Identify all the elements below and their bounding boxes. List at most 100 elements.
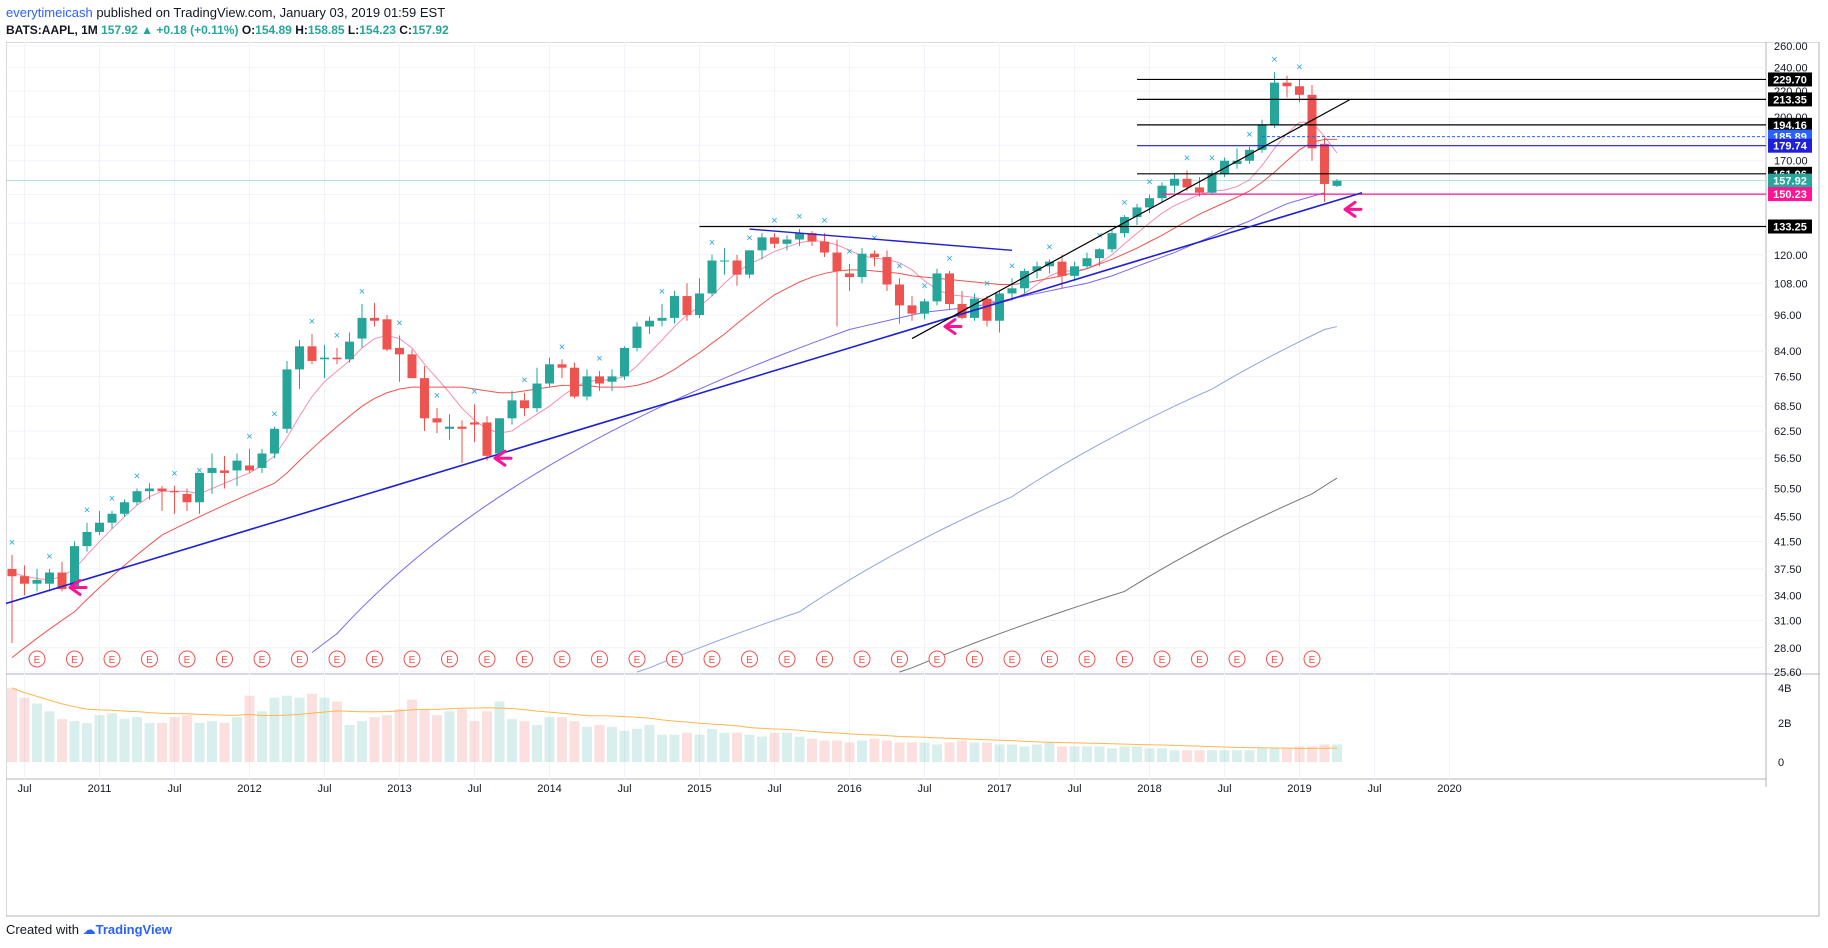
price-label-text: 194.16 <box>1773 120 1807 132</box>
candle-body <box>432 418 442 423</box>
time-tick-label: 2019 <box>1287 783 1311 795</box>
price-chart[interactable]: 260.00240.00220.00200.00180.00170.00150.… <box>5 41 1820 917</box>
earnings-marker-label: E <box>1084 655 1091 666</box>
volume-bar <box>1169 750 1180 762</box>
candle-body <box>207 467 217 473</box>
earnings-marker-icon <box>1116 650 1133 668</box>
earnings-marker-label: E <box>184 655 191 666</box>
pivot-marker-icon: × <box>771 215 777 227</box>
pivot-marker-icon: × <box>896 260 902 272</box>
earnings-marker-icon <box>103 650 121 668</box>
earnings-marker-label: E <box>559 655 566 666</box>
candle-body <box>1107 233 1117 250</box>
chart-container[interactable]: 260.00240.00220.00200.00180.00170.00150.… <box>5 41 1820 917</box>
candle-body <box>1282 82 1292 87</box>
earnings-marker-label: E <box>409 655 416 666</box>
candle-body <box>870 253 879 258</box>
volume-bar <box>144 723 155 762</box>
volume-bar <box>219 723 230 762</box>
last-price: 157.92 <box>101 23 138 37</box>
pointer-arrow-icon <box>493 449 513 467</box>
volume-bar <box>357 721 367 762</box>
earnings-marker-icon <box>403 650 421 668</box>
price-tick-label: 28.00 <box>1774 643 1802 655</box>
pivot-marker-icon: × <box>1184 152 1190 164</box>
time-tick-label: Jul <box>1217 783 1231 795</box>
candle-body <box>732 260 742 275</box>
earnings-marker-label: E <box>1196 655 1203 666</box>
earnings-marker-icon <box>591 650 608 668</box>
pivot-marker-icon: × <box>871 232 877 244</box>
open-label: O: <box>241 23 256 37</box>
volume-bar <box>69 721 80 762</box>
moving-average-line <box>636 326 1338 673</box>
volume-bar <box>844 742 855 762</box>
earnings-marker-icon <box>178 650 196 668</box>
candle-body <box>1270 82 1279 125</box>
price-label-badge <box>1768 219 1812 234</box>
price-label-text: 179.74 <box>1773 141 1808 153</box>
volume-bar <box>644 724 655 762</box>
earnings-marker-icon <box>891 650 908 668</box>
symbol-name[interactable]: BATS:AAPL, 1M <box>6 23 98 37</box>
close-label: C: <box>399 23 412 37</box>
candle-body <box>982 298 992 321</box>
pivot-marker-icon: × <box>471 386 477 398</box>
high-value: 158.85 <box>307 23 345 37</box>
candle-body <box>757 237 767 251</box>
volume-bar <box>569 721 580 762</box>
candle-body <box>520 400 529 409</box>
pivot-marker-icon: × <box>171 468 177 480</box>
volume-bar <box>94 715 105 762</box>
pivot-marker-icon: × <box>796 211 802 223</box>
price-label-text: 133.25 <box>1773 222 1807 234</box>
price-label-badge <box>1768 173 1812 188</box>
volume-bar <box>132 717 142 762</box>
volume-tick-label: 4B <box>1778 683 1791 695</box>
volume-bar <box>982 742 992 762</box>
volume-bar <box>1219 750 1230 762</box>
pivot-marker-icon: × <box>196 465 202 477</box>
time-tick-label: Jul <box>1067 783 1081 795</box>
candle-body <box>620 347 629 377</box>
candle-body <box>807 233 817 242</box>
time-tick-label: 2015 <box>687 783 711 795</box>
earnings-marker-label: E <box>971 655 978 666</box>
tradingview-brand[interactable]: TradingView <box>95 922 172 937</box>
price-label-badge <box>1768 92 1812 107</box>
pivot-marker-icon: × <box>821 215 827 227</box>
volume-bar <box>482 711 492 762</box>
volume-bar <box>932 744 942 762</box>
price-tick-label: 41.50 <box>1774 537 1802 549</box>
candle-body <box>1157 185 1167 199</box>
volume-bar <box>157 723 167 762</box>
moving-average-line <box>11 121 1338 581</box>
candle-body <box>182 493 192 503</box>
time-tick-label: Jul <box>317 783 331 795</box>
volume-bar <box>1132 746 1142 762</box>
earnings-marker-label: E <box>634 655 641 666</box>
time-tick-label: Jul <box>617 783 631 795</box>
candle-body <box>145 488 154 492</box>
volume-tick-label: 0 <box>1778 757 1784 769</box>
ascending-trendline <box>911 99 1350 340</box>
volume-bar <box>44 711 55 762</box>
volume-bar <box>282 695 292 762</box>
volume-bar <box>182 715 192 762</box>
earnings-marker-icon <box>1191 650 1208 668</box>
price-label-badge <box>1768 187 1812 202</box>
volume-bar <box>1269 748 1280 762</box>
publisher-username[interactable]: everytimeicash <box>6 5 93 20</box>
candle-body <box>582 376 592 397</box>
candle-body <box>1120 217 1129 234</box>
volume-bar <box>469 721 480 762</box>
price-tick-label: 50.50 <box>1774 484 1802 496</box>
earnings-marker-label: E <box>709 655 716 666</box>
candle-body <box>1032 266 1042 272</box>
candle-body <box>1145 198 1154 208</box>
price-label-text: 150.23 <box>1773 189 1807 201</box>
volume-bar <box>819 740 830 762</box>
symbol-legend: BATS:AAPL, 1M 157.92 ▲ +0.18 (+0.11%) O:… <box>6 22 449 38</box>
time-tick-label: Jul <box>467 783 481 795</box>
candle-body <box>232 460 242 471</box>
